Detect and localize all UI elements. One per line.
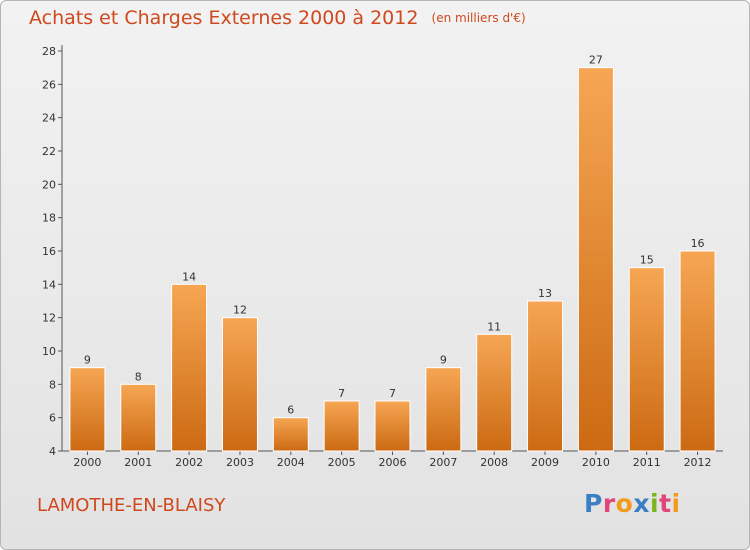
logo-letter: o: [615, 489, 634, 518]
data-label-2011: 15: [640, 254, 654, 267]
logo-letter: i: [650, 489, 660, 518]
chart-title-row: Achats et Charges Externes 2000 à 2012 (…: [29, 7, 526, 29]
bars: [69, 67, 716, 452]
x-tick-label-2000: 2000: [73, 456, 101, 469]
data-label-2005: 7: [338, 387, 345, 400]
y-tick-label: 20: [42, 178, 56, 191]
bar-2001: [120, 383, 157, 452]
x-tick-label-2007: 2007: [429, 456, 457, 469]
x-tick-label-2009: 2009: [531, 456, 559, 469]
bar-2008: [476, 333, 513, 452]
bar-2010: [577, 67, 614, 452]
x-tick-label-2012: 2012: [684, 456, 712, 469]
y-axis: 4 6 8 10 12 14 16 18 20 22 24 26 28: [42, 45, 63, 458]
data-label-2004: 6: [287, 404, 294, 417]
y-tick-label: 14: [42, 278, 56, 291]
chart-title: Achats et Charges Externes 2000 à 2012: [29, 7, 419, 29]
logo-letter: i: [671, 489, 681, 518]
data-labels: 9 8 14 12 6 7 7 9 11 13 27 15 16: [84, 54, 705, 417]
data-label-2009: 13: [538, 287, 552, 300]
logo-letter: r: [602, 489, 616, 518]
bar-2002: [171, 283, 208, 452]
y-tick-label: 26: [42, 78, 56, 91]
x-axis: 2000 2001 2002 2003 2004 2005 2006 2007 2008 2009…: [62, 450, 723, 469]
bar-2004: [272, 417, 309, 452]
x-tick-label-2010: 2010: [582, 456, 610, 469]
x-tick-label-2005: 2005: [328, 456, 356, 469]
x-tick-label-2001: 2001: [124, 456, 152, 469]
y-tick-label: 16: [42, 245, 56, 258]
bar-2011: [628, 267, 665, 452]
y-tick-label: 8: [49, 378, 56, 391]
y-tick-label: 28: [42, 45, 56, 58]
y-tick-label: 18: [42, 212, 56, 225]
bar-2009: [527, 300, 564, 452]
y-tick-label: 12: [42, 312, 56, 325]
x-tick-label-2006: 2006: [379, 456, 407, 469]
x-tick-label-2003: 2003: [226, 456, 254, 469]
data-label-2006: 7: [389, 387, 396, 400]
bar-2007: [425, 367, 462, 452]
data-label-2003: 12: [233, 304, 247, 317]
proxiti-logo[interactable]: Proxiti: [584, 489, 681, 518]
bar-2000: [69, 367, 106, 452]
data-label-2001: 8: [135, 370, 142, 383]
logo-letter: P: [584, 489, 603, 518]
data-label-2010: 27: [589, 54, 603, 67]
data-label-2007: 9: [440, 354, 447, 367]
bar-2012: [679, 250, 716, 452]
x-tick-label-2002: 2002: [175, 456, 203, 469]
bar-2006: [374, 400, 411, 452]
y-tick-label: 6: [49, 412, 56, 425]
data-label-2002: 14: [182, 270, 196, 283]
chart-unit-note: (en milliers d'€): [431, 11, 526, 25]
x-tick-label-2004: 2004: [277, 456, 305, 469]
logo-letter: x: [633, 489, 650, 518]
bar-2005: [323, 400, 360, 452]
data-label-2000: 9: [84, 354, 91, 367]
y-tick-label: 4: [49, 445, 56, 458]
bar-2003: [221, 317, 258, 452]
data-label-2008: 11: [487, 320, 501, 333]
logo-letter: t: [659, 489, 672, 518]
x-tick-label-2011: 2011: [633, 456, 661, 469]
y-tick-label: 22: [42, 145, 56, 158]
y-tick-label: 10: [42, 345, 56, 358]
data-label-2012: 16: [691, 237, 705, 250]
x-tick-label-2008: 2008: [480, 456, 508, 469]
commune-name: LAMOTHE-EN-BLAISY: [37, 495, 226, 516]
y-tick-label: 24: [42, 112, 56, 125]
